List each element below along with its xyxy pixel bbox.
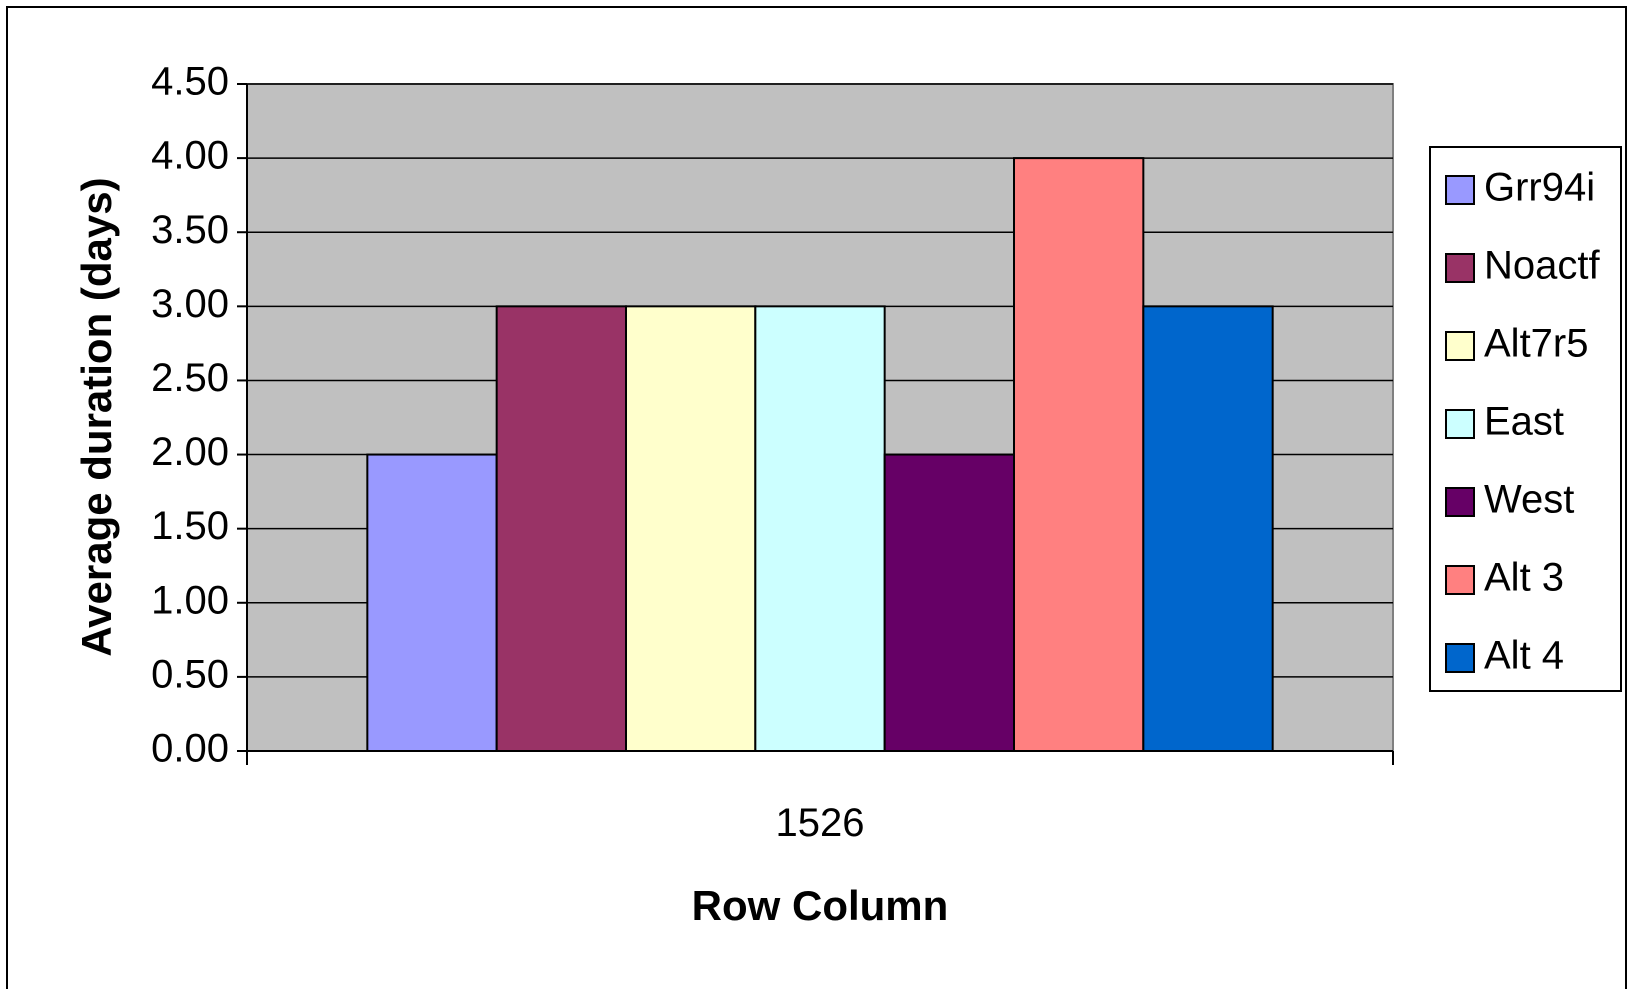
y-tick-label: 0.00 [151,727,229,771]
y-tick-label: 2.50 [151,356,229,400]
y-tick-label: 4.50 [151,60,229,104]
x-tick-label: 1526 [776,801,865,845]
plot-area: 0.00 0.50 1.00 1.50 2.00 2.50 3.00 3.50 4.00 4.50… [151,60,1394,845]
bar-alt7r5 [624,305,757,752]
axes [237,83,1394,765]
bar-grr94i [366,453,498,752]
y-axis-title: Average duration (days) [73,177,120,656]
legend-label: Grr94i [1484,166,1595,210]
legend-label: Alt 4 [1484,634,1564,678]
bar-west [883,453,1016,752]
y-tick-label: 2.00 [151,430,229,474]
legend-swatch [1445,175,1475,205]
y-tick-label: 1.00 [151,578,229,622]
legend-label: East [1484,400,1564,444]
bar-alt-4 [1142,305,1274,752]
y-tick-label: 3.50 [151,208,229,252]
legend-label: West [1484,478,1574,522]
legend-swatch [1445,409,1475,439]
legend-swatch [1445,565,1475,595]
bar-noactf [495,305,627,752]
x-axis-ticks: 1526 [776,801,865,845]
x-axis-title: Row Column [692,882,949,929]
legend-swatch [1445,253,1475,283]
legend-swatch [1445,643,1475,673]
bar-alt-3 [1013,157,1145,753]
legend-label: Alt7r5 [1484,322,1589,366]
legend-label: Alt 3 [1484,556,1564,600]
legend-swatch [1445,487,1475,517]
y-axis-ticks: 0.00 0.50 1.00 1.50 2.00 2.50 3.00 3.50 4.00 4.50 [151,60,229,771]
bars [366,157,1274,753]
legend-swatch [1445,331,1475,361]
legend: Grr94i Noactf Alt7r5 East West Alt 3 Alt 4 [1429,146,1622,692]
bar-east [754,305,886,752]
legend-label: Noactf [1484,244,1600,288]
y-tick-label: 1.50 [151,504,229,548]
y-tick-label: 0.50 [151,652,229,696]
y-tick-label: 4.00 [151,134,229,178]
y-tick-label: 3.00 [151,282,229,326]
